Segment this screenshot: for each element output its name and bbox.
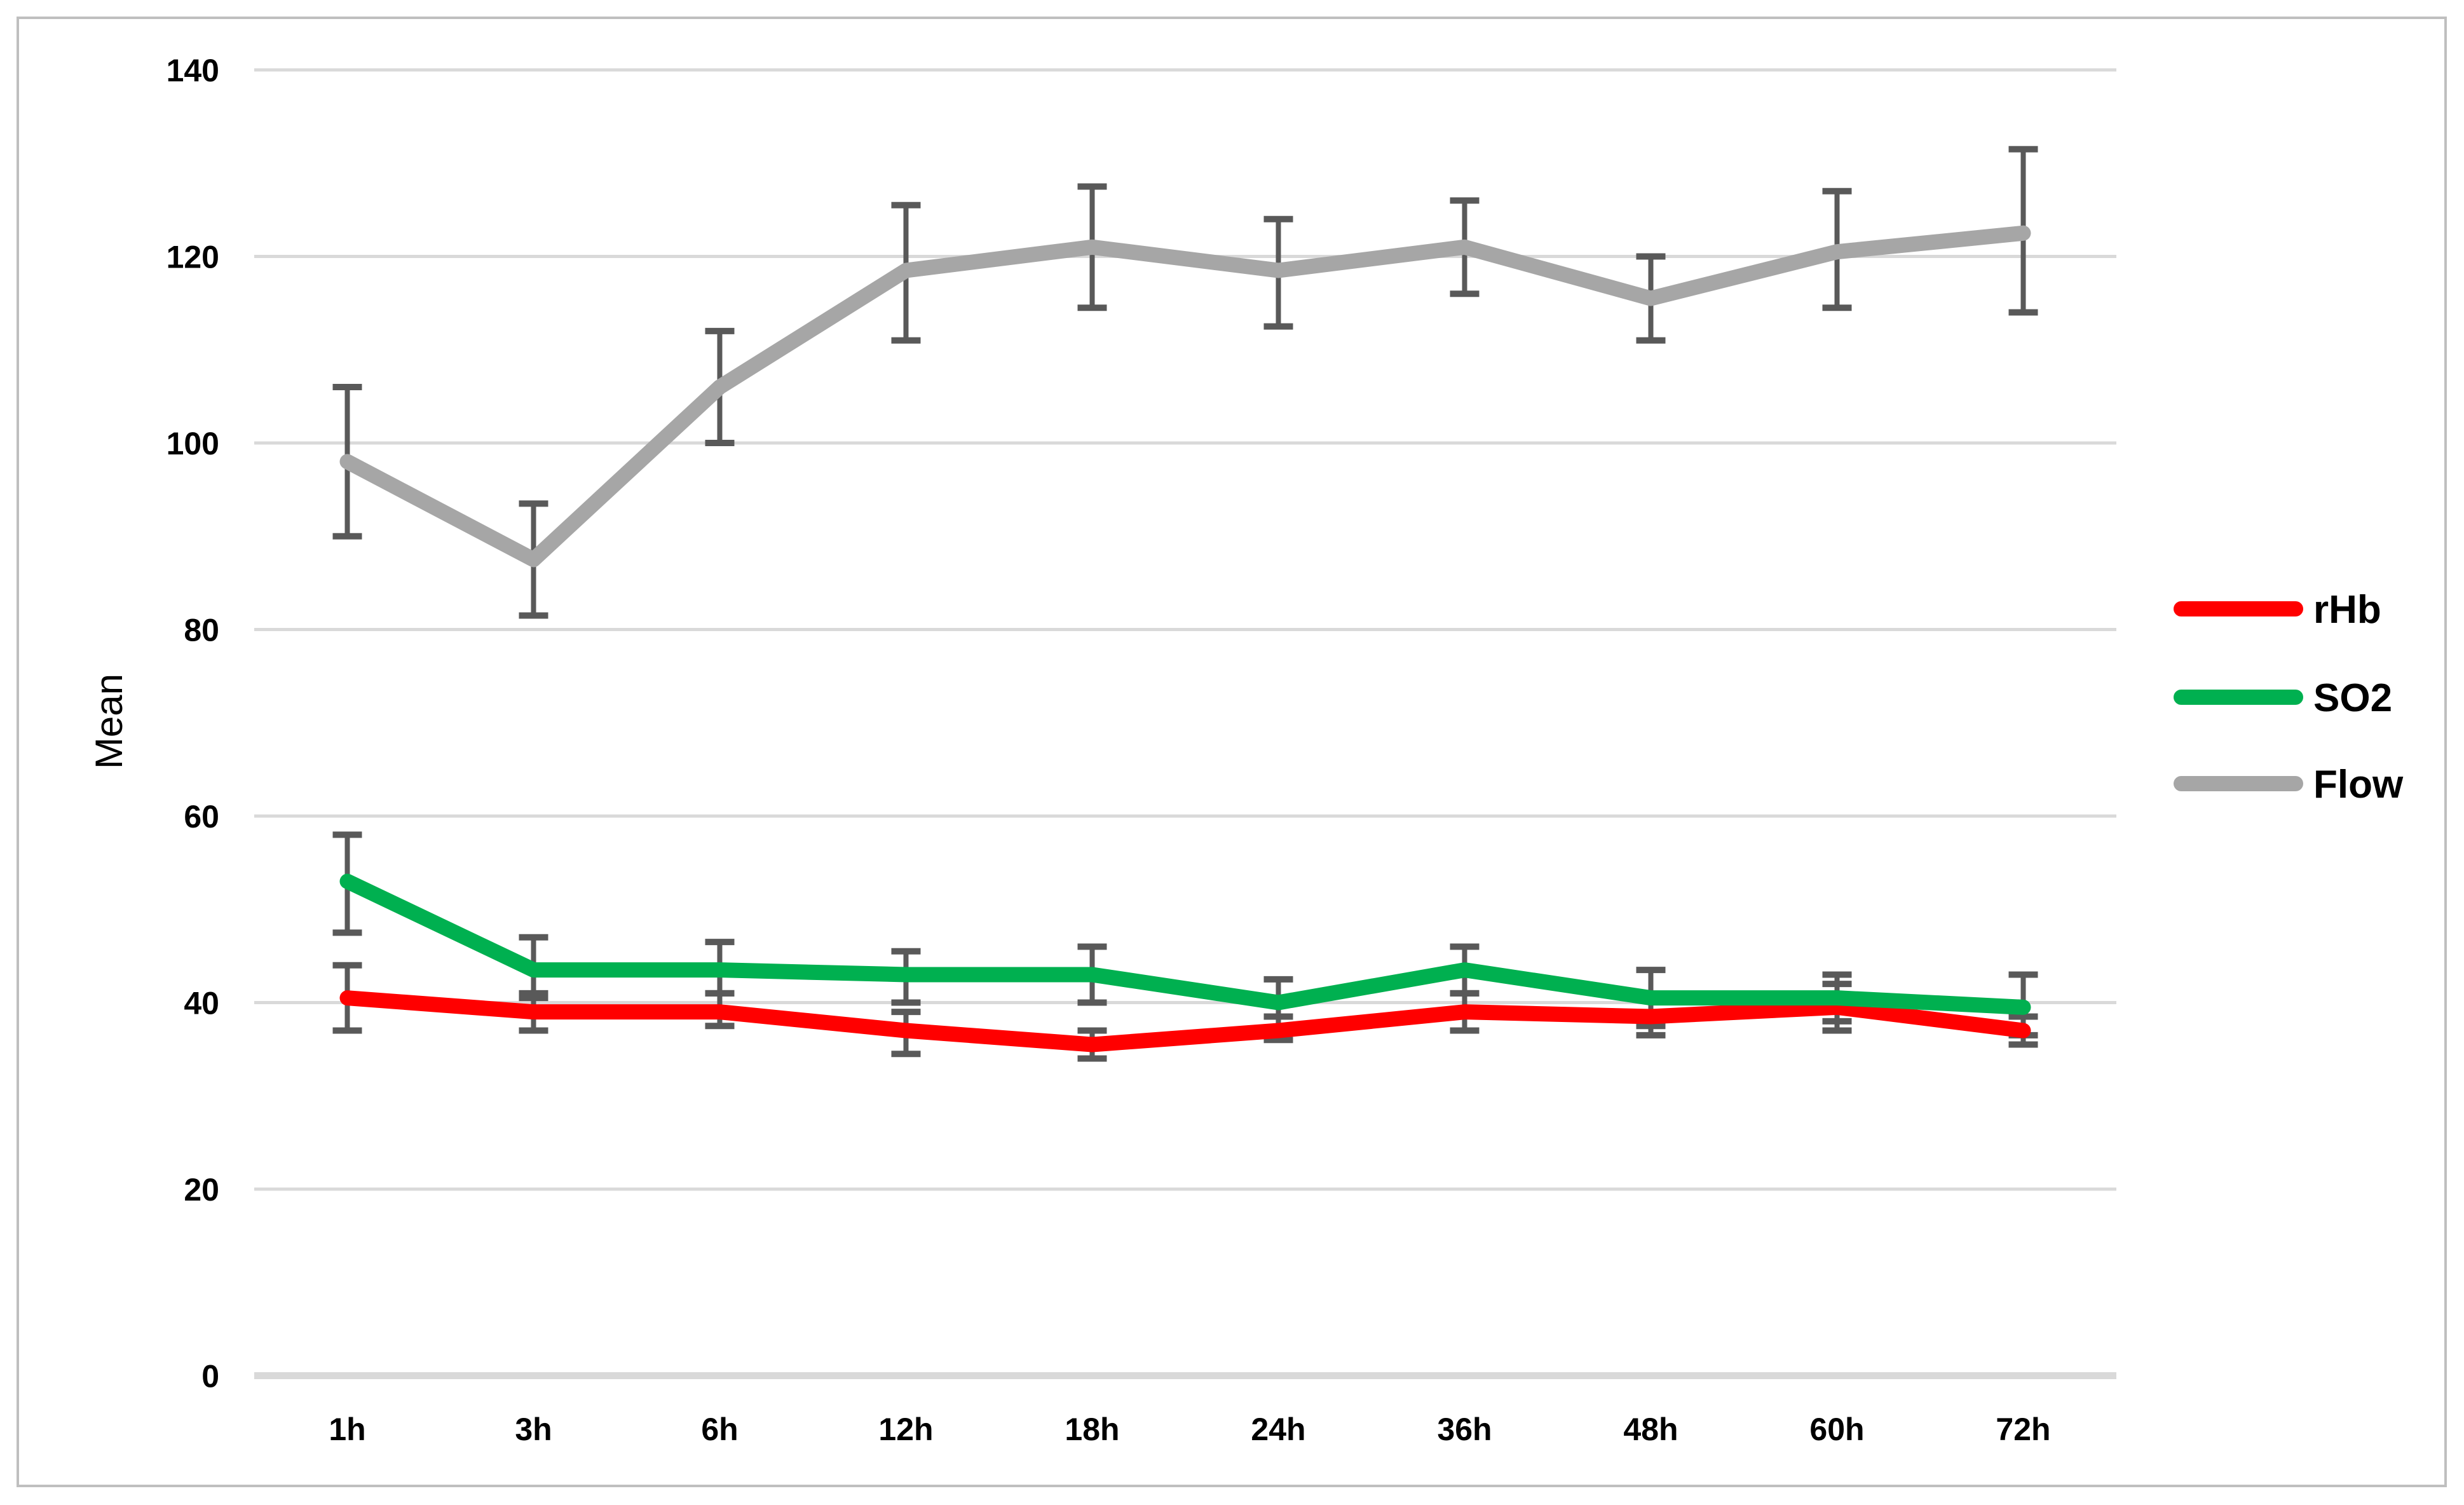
series-lines [339,225,2031,1052]
x-tick-label-24h: 24h [1251,1412,1305,1447]
y-tick-label-120: 120 [167,240,219,275]
x-tick-label-6h: 6h [701,1412,738,1447]
error-bars-Flow [332,146,2038,619]
legend-item-Flow: Flow [2174,763,2404,807]
gridlines [254,68,2116,1379]
x-tick-label-72h: 72h [1996,1412,2050,1447]
x-tick-label-1h: 1h [329,1412,365,1447]
series-line-rHb [339,990,2031,1052]
legend-item-rHb: rHb [2174,588,2381,632]
legend: rHb SO2 Flow [2174,588,2404,807]
y-tick-label-80: 80 [184,613,219,648]
x-tick-label-60h: 60h [1809,1412,1864,1447]
series-line-SO2 [339,873,2031,1015]
y-axis-title: Mean [88,674,130,769]
x-tick-label-3h: 3h [515,1412,552,1447]
y-tick-label-60: 60 [184,799,219,834]
x-tick-label-48h: 48h [1623,1412,1678,1447]
figure-border [17,17,2447,1487]
x-tick-label-18h: 18h [1065,1412,1119,1447]
y-tick-label-0: 0 [201,1359,219,1394]
legend-label-rHb: rHb [2313,588,2381,632]
x-tick-label-12h: 12h [878,1412,933,1447]
y-tick-label-140: 140 [167,53,219,88]
y-tick-label-20: 20 [184,1172,219,1208]
y-axis-tick-labels: 0 20 40 60 80 100 120 140 [167,53,219,1394]
x-tick-label-36h: 36h [1437,1412,1492,1447]
x-axis-tick-labels: 1h 3h 6h 12h 18h 24h 36h 48h 60h 72h [329,1412,2050,1447]
series-line-Flow [339,225,2031,568]
y-tick-label-100: 100 [167,426,219,461]
legend-label-Flow: Flow [2313,763,2404,807]
legend-label-SO2: SO2 [2313,676,2392,720]
error-bars [332,146,2038,1062]
y-tick-label-40: 40 [184,986,219,1021]
legend-item-SO2: SO2 [2174,676,2392,720]
